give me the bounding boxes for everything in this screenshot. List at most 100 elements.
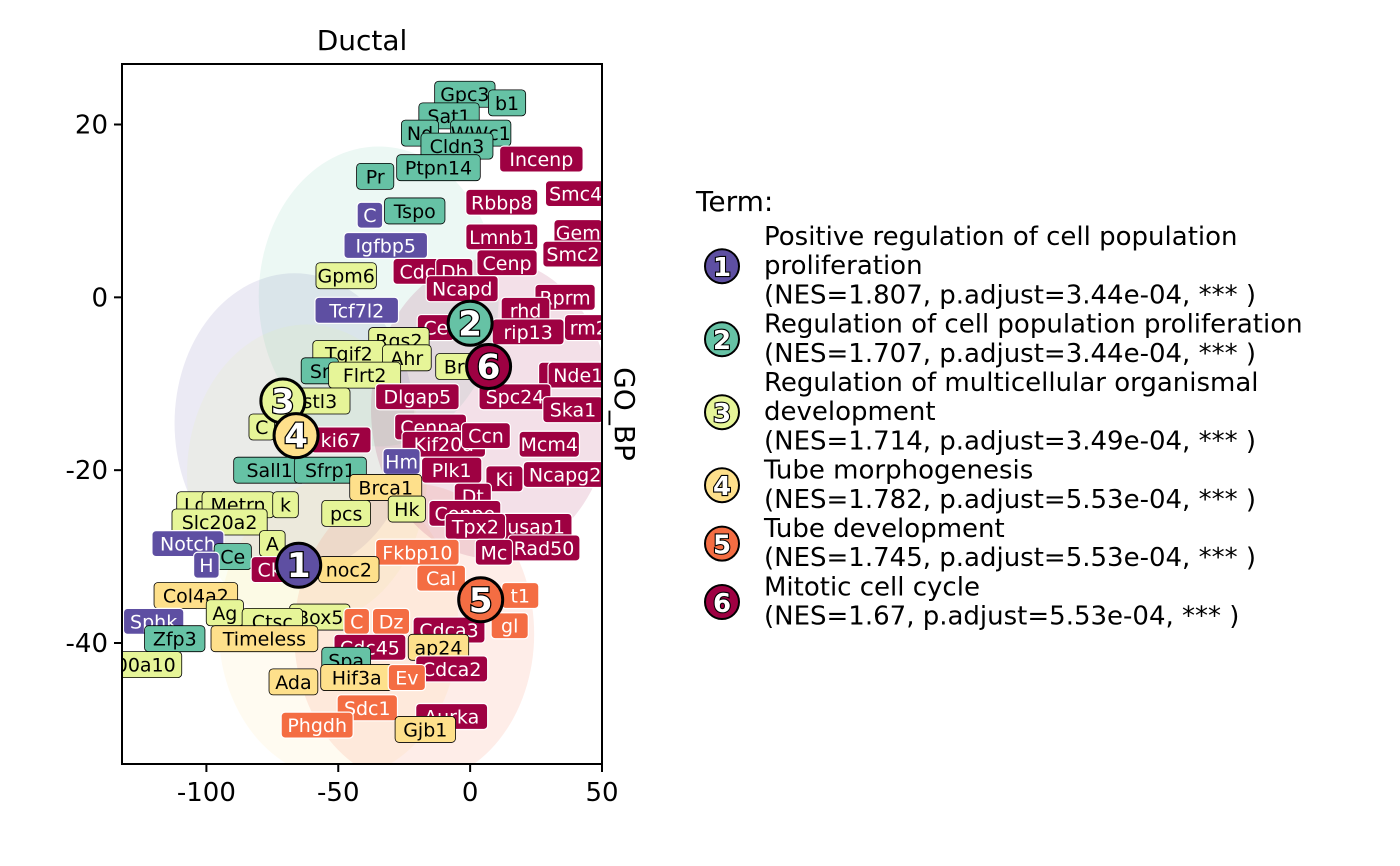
- gene-label: gl: [490, 612, 529, 640]
- x-tick-label: -100: [177, 778, 236, 808]
- legend-entry-text: (NES=1.745, p.adjust=5.53e-04, *** ): [764, 543, 1256, 573]
- gene-label-text: Hif3a: [332, 668, 382, 690]
- legend-entry-text: Tube morphogenesis: [763, 456, 1033, 486]
- legend-key: [704, 321, 740, 358]
- gene-label-text: Phgdh: [287, 715, 347, 737]
- gene-label-text: Flrt2: [343, 365, 387, 387]
- gene-label-text: t1: [510, 585, 530, 607]
- gene-label: Cdca2: [415, 655, 489, 683]
- legend-key: [704, 248, 740, 285]
- gene-label-text: ki67: [321, 430, 361, 452]
- gene-label-text: usap1: [507, 516, 565, 538]
- gene-label: Ncapg2: [522, 460, 602, 489]
- term-markers: 1 2 34 5 6: [259, 299, 513, 624]
- legend-entry-text: Mitotic cell cycle: [764, 572, 980, 602]
- gene-label-text: gl: [501, 616, 518, 638]
- legend-key: [704, 584, 740, 620]
- gene-label-text: Mc: [480, 542, 507, 564]
- legend-entry-text: Positive regulation of cell population: [764, 222, 1238, 252]
- gene-label: Timeless: [210, 625, 319, 653]
- gene-label: Tspo: [384, 197, 446, 225]
- gene-label-text: b1: [495, 93, 519, 115]
- gene-label: Smc2: [542, 240, 602, 268]
- gene-label: Ptpn14: [396, 154, 481, 182]
- gene-label: Dz: [371, 607, 411, 636]
- gene-label-text: Sr: [310, 361, 330, 383]
- gene-label: Mc: [474, 538, 514, 566]
- gene-label: C: [343, 607, 371, 636]
- term-marker: 3: [259, 377, 307, 425]
- gene-label: noc2: [318, 556, 380, 583]
- gene-label: Incenp: [498, 145, 584, 173]
- gene-label: Spc24: [478, 383, 552, 411]
- gene-label: Slc20a2: [171, 508, 268, 536]
- gene-label-text: noc2: [326, 560, 372, 582]
- gene-label-text: Ce: [423, 318, 448, 340]
- legend-key-number: 1: [713, 253, 731, 283]
- legend-entry-text: Regulation of multicellular organismal: [764, 368, 1259, 398]
- gene-label-text: Incenp: [509, 149, 573, 171]
- gene-label-text: Ada: [275, 672, 311, 694]
- gene-label-text: Ki: [496, 469, 514, 491]
- gene-label-text: C: [255, 417, 268, 439]
- gene-label-text: Sall1: [247, 460, 293, 482]
- legend-entry-text: (NES=1.714, p.adjust=3.49e-04, *** ): [764, 426, 1256, 456]
- legend-entry-text: (NES=1.782, p.adjust=5.53e-04, *** ): [764, 485, 1256, 515]
- gene-label: Hm: [382, 447, 421, 476]
- legend-key: [704, 525, 740, 562]
- gene-label: Gem: [553, 218, 602, 247]
- gene-label-text: Ska1: [550, 400, 596, 422]
- gene-label-text: Kif20a: [414, 434, 474, 456]
- gene-label-text: Rad50: [514, 538, 575, 560]
- gene-label-text: C: [350, 611, 363, 633]
- legend: 1 Positive regulation of cell populationp…: [704, 222, 1303, 632]
- legend-entry-text: development: [764, 397, 936, 427]
- x-tick-label: -50: [317, 778, 359, 808]
- facet-strip-label: GO_BP: [608, 367, 641, 461]
- gene-label-text: rhd: [510, 300, 542, 322]
- gene-label: ki67: [310, 426, 372, 454]
- gene-label-text: Sfrp1: [305, 460, 356, 482]
- y-tick-label: 0: [91, 283, 108, 313]
- gene-label: Ccn: [460, 422, 511, 450]
- gene-label: Hk: [387, 495, 426, 523]
- gene-label-text: Smc4: [549, 184, 602, 206]
- gene-label: ap24: [407, 633, 470, 661]
- gene-label-text: Dlgap5: [384, 387, 452, 409]
- gene-label: Flrt2: [328, 361, 402, 389]
- gene-label-text: Cdca2: [422, 659, 482, 681]
- gene-label-text: Fkbp10: [382, 542, 452, 564]
- legend-entry: 6 Mitotic cell cycle(NES=1.67, p.adjust=5…: [704, 572, 1239, 632]
- legend-key-number: 6: [713, 589, 731, 619]
- y-tick-label: -20: [66, 456, 108, 486]
- gene-label: Brca1: [349, 474, 423, 501]
- gene-label: Tcf7l2: [314, 296, 400, 324]
- term-marker-number: 4: [284, 417, 308, 457]
- gene-label: Gjb1: [394, 716, 456, 743]
- gene-label-text: Ncapg2: [529, 464, 602, 486]
- gene-label-text: Rbbp8: [471, 192, 532, 214]
- gene-label-text: Ev: [395, 668, 418, 690]
- axes: -100 -50 0 50 20 0 -20 -40: [66, 110, 619, 808]
- legend-entry-text: (NES=1.707, p.adjust=3.44e-04, *** ): [764, 339, 1256, 369]
- gene-label: Phgdh: [280, 711, 354, 739]
- gene-label: Igfbp5: [343, 231, 429, 260]
- gene-label: H: [192, 551, 220, 579]
- gene-label-text: ap24: [415, 637, 463, 659]
- term-marker: 5: [457, 576, 505, 624]
- gene-label-text: Cal: [426, 568, 456, 590]
- gene-label-text: Sdc1: [344, 698, 391, 720]
- gene-label-text: Notch: [160, 534, 216, 556]
- gene-label: Ev: [387, 663, 427, 692]
- gene-label: A: [259, 530, 286, 558]
- gene-label-text: Slc20a2: [182, 512, 258, 534]
- legend-entry-text: Tube development: [763, 514, 1005, 544]
- gene-label-text: Cenp: [483, 253, 532, 275]
- gene-label-text: Gpm6: [317, 266, 374, 288]
- legend-entry-text: (NES=1.807, p.adjust=3.44e-04, *** ): [764, 280, 1256, 310]
- gene-label: 00a10: [122, 651, 183, 679]
- gene-label-text: Ag: [212, 603, 237, 625]
- gene-label: Smc4: [544, 180, 602, 208]
- gene-label: Ada: [268, 668, 319, 696]
